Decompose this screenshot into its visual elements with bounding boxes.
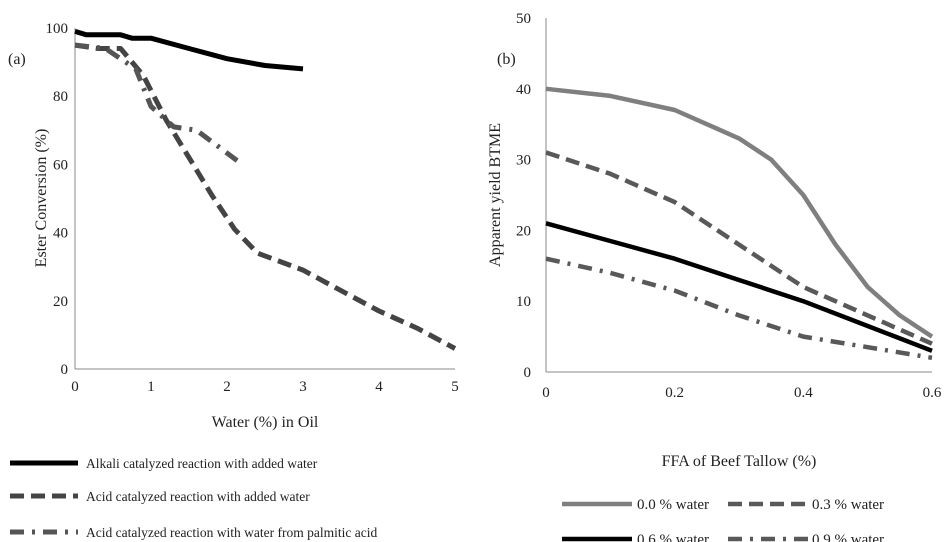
- panel-b-x-tick-labels: 0 0.2 0.4 0.6: [542, 385, 942, 401]
- panel-a-y-axis-title: Ester Conversion (%): [33, 129, 50, 268]
- x-tick-label: 0.4: [794, 385, 813, 401]
- panel-a-label: (a): [8, 51, 26, 68]
- panel-a-legend: Alkali catalyzed reaction with added wat…: [10, 456, 377, 540]
- legend-label: Acid catalyzed reaction with water from …: [86, 525, 377, 540]
- y-tick-label: 20: [516, 223, 531, 239]
- series-line: [74, 42, 244, 167]
- panel-a-series: [74, 29, 457, 351]
- x-tick-label: 3: [299, 379, 307, 395]
- y-tick-label: 100: [46, 21, 69, 37]
- y-tick-label: 80: [53, 89, 68, 105]
- y-tick-label: 50: [516, 11, 531, 27]
- series-line: [545, 256, 933, 361]
- series-line: [545, 150, 933, 346]
- legend-label: 0.6 % water: [637, 532, 709, 542]
- chart-panel-a: (a) 0 20 40 60 80 100 0 1 2 3 4 5 Water (%) in Oil…: [8, 21, 459, 540]
- panel-b-legend: 0.0 % water 0.3 % water 0.6 % water 0.9 % w…: [562, 497, 884, 542]
- y-tick-label: 20: [53, 294, 68, 310]
- y-tick-label: 0: [524, 365, 532, 381]
- panel-b-series: [545, 86, 934, 361]
- chart-panel-b: (b) 0 10 20 30 40 50 0 0.2 0.4 0.6 FFA of Beef T…: [487, 11, 942, 542]
- x-tick-label: 0: [71, 379, 79, 395]
- panel-b-x-axis-title: FFA of Beef Tallow (%): [662, 453, 817, 470]
- x-tick-label: 0.6: [923, 385, 942, 401]
- y-tick-label: 30: [516, 153, 531, 169]
- legend-label: 0.9 % water: [812, 532, 884, 542]
- panel-b-label: (b): [497, 51, 516, 68]
- series-line: [545, 221, 933, 353]
- x-tick-label: 1: [147, 379, 155, 395]
- legend-label: Acid catalyzed reaction with added water: [86, 489, 310, 504]
- panel-a-x-tick-labels: 0 1 2 3 4 5: [71, 379, 459, 395]
- series-line: [545, 86, 934, 339]
- panel-b-y-tick-labels: 0 10 20 30 40 50: [516, 11, 531, 381]
- x-tick-label: 0.2: [665, 385, 684, 401]
- legend-label: Alkali catalyzed reaction with added wat…: [86, 456, 318, 471]
- legend-label: 0.3 % water: [812, 497, 884, 513]
- x-tick-label: 0: [542, 385, 550, 401]
- legend-label: 0.0 % water: [637, 497, 709, 513]
- panel-a-y-tick-labels: 0 20 40 60 80 100: [46, 21, 69, 378]
- series-line: [74, 29, 304, 72]
- y-tick-label: 60: [53, 157, 68, 173]
- x-tick-label: 5: [451, 379, 459, 395]
- x-tick-label: 2: [223, 379, 231, 395]
- panel-a-x-axis-title: Water (%) in Oil: [212, 414, 319, 431]
- y-tick-label: 10: [516, 294, 531, 310]
- y-tick-label: 0: [61, 362, 69, 378]
- y-tick-label: 40: [516, 82, 531, 98]
- series-line: [74, 42, 457, 351]
- panel-b-y-axis-title: Apparent yield BTME: [487, 123, 504, 267]
- y-tick-label: 40: [53, 226, 68, 242]
- x-tick-label: 4: [375, 379, 383, 395]
